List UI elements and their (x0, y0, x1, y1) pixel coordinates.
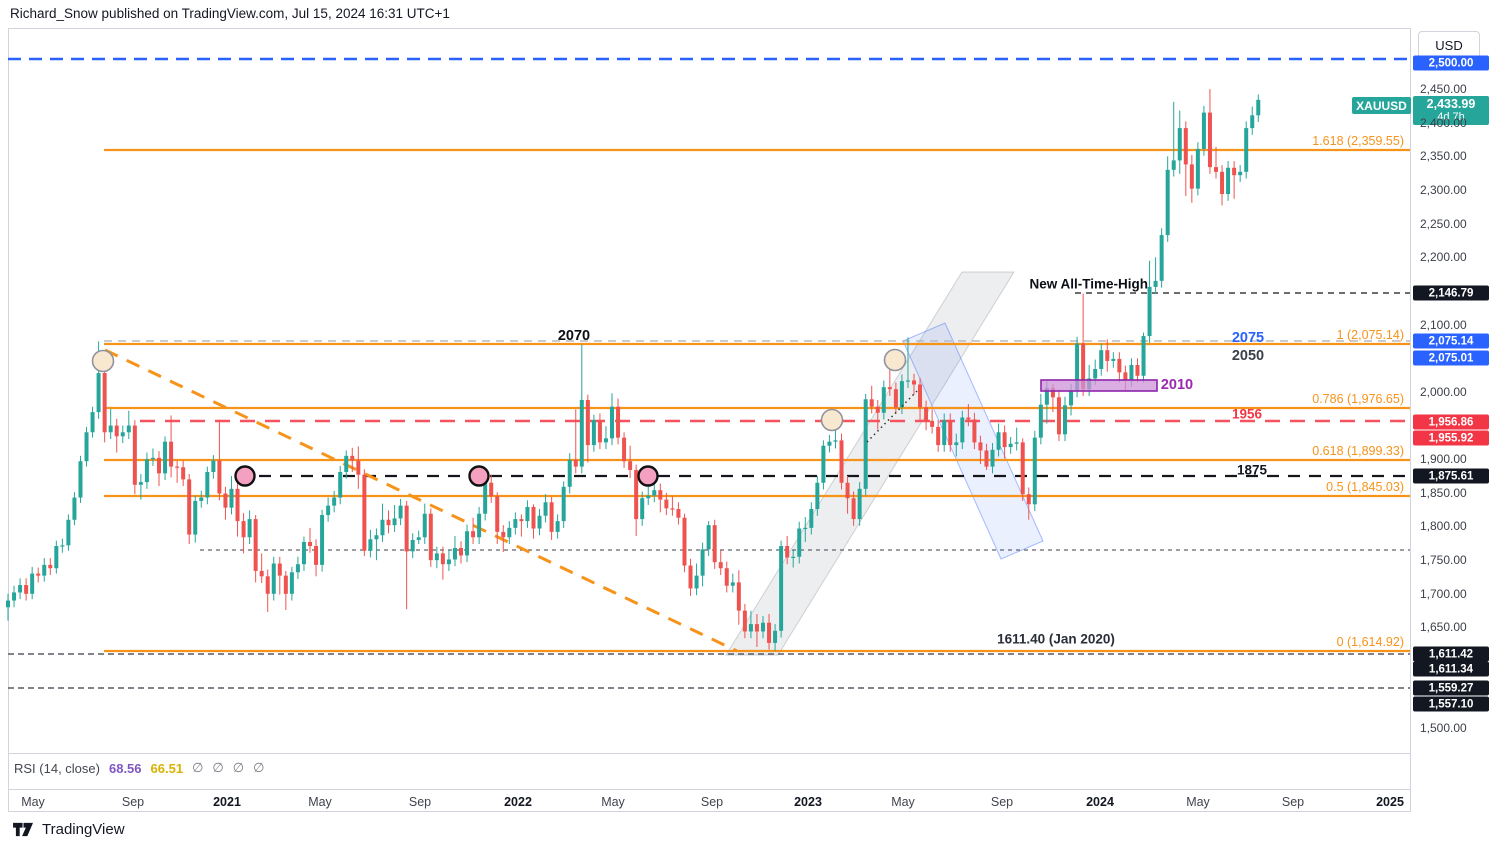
bar-countdown: 4d 7h (1437, 111, 1465, 124)
price-axis-tick: 1,650.00 (1420, 620, 1467, 634)
publish-title: Richard_Snow published on TradingView.co… (10, 6, 450, 21)
price-line-label: 1,559.27 (1413, 680, 1489, 696)
price-axis-tick: 1,900.00 (1420, 452, 1467, 466)
price-line-label: 2,075.01 (1413, 350, 1489, 366)
rsi-empty-icon: ∅ (253, 760, 265, 775)
time-axis-label[interactable]: Sep (1281, 795, 1305, 809)
chart-plot-area[interactable] (8, 28, 1411, 812)
price-axis-tick: 1,500.00 (1420, 721, 1467, 735)
time-axis-label[interactable]: 2024 (1086, 795, 1114, 809)
symbol-tag-text: XAUUSD (1356, 98, 1407, 113)
price-line-label: 1,557.10 (1413, 696, 1489, 712)
price-line-label: 2,146.79 (1413, 285, 1489, 301)
time-axis-label[interactable]: 2022 (504, 795, 532, 809)
rsi-empty-icon: ∅ (232, 760, 245, 775)
time-axis-label[interactable]: May (1186, 795, 1210, 809)
time-axis-label[interactable]: 2023 (794, 795, 822, 809)
rsi-legend: RSI (14, close) 68.56 66.51 ∅ ∅ ∅ ∅ (14, 760, 264, 776)
price-line-label: 2,075.14 (1413, 333, 1489, 349)
currency-unit-button[interactable]: USD (1418, 31, 1480, 59)
fib-level-label: 0.5 (1,845.03) (1326, 479, 1404, 494)
new-all-time-high-label: New All-Time-High (1029, 276, 1148, 292)
time-axis-label[interactable]: Sep (990, 795, 1014, 809)
level-1875-label: 1875 (1236, 462, 1268, 478)
time-axis-label[interactable]: Sep (700, 795, 724, 809)
current-price-value: 2,433.99 (1426, 96, 1476, 111)
time-axis-label[interactable]: Sep (408, 795, 432, 809)
fib-level-label: 0.618 (1,899.33) (1312, 443, 1404, 458)
tradingview-attribution[interactable]: TradingView (12, 820, 125, 839)
price-axis-tick: 1,700.00 (1420, 587, 1467, 601)
price-axis-tick: 1,800.00 (1420, 519, 1467, 533)
time-axis-label[interactable]: 2021 (213, 795, 241, 809)
tradingview-logo-icon (13, 822, 33, 837)
time-axis-label[interactable]: May (891, 795, 915, 809)
time-axis-label[interactable]: May (601, 795, 625, 809)
rsi-empty-icon: ∅ (192, 760, 204, 775)
time-axis-label[interactable]: May (308, 795, 332, 809)
rsi-empty-icon: ∅ (212, 760, 224, 775)
time-axis-label[interactable]: May (21, 795, 45, 809)
price-axis-tick: 2,400.00 (1420, 116, 1467, 130)
price-axis-tick: 1,750.00 (1420, 553, 1467, 567)
rsi-ma-value: 66.51 (150, 760, 184, 776)
level-2050-label: 2050 (1231, 347, 1265, 364)
fib-level-label: 0 (1,614.92) (1336, 634, 1404, 649)
fib-level-label: 1.618 (2,359.55) (1312, 133, 1404, 148)
price-line-label: 1,611.42 (1413, 646, 1489, 662)
time-axis-separator (8, 789, 1411, 790)
symbol-tag: XAUUSD (1352, 97, 1411, 114)
tradingview-logo-text: TradingView (42, 821, 125, 838)
rsi-value: 68.56 (108, 760, 142, 776)
level-1611-label: 1611.40 (Jan 2020) (997, 631, 1115, 647)
price-axis-tick: 2,000.00 (1420, 385, 1467, 399)
price-line-label: 1,875.61 (1413, 468, 1489, 484)
fib-level-label: 1 (2,075.14) (1336, 327, 1404, 342)
fib-level-label: 0.786 (1,976.65) (1312, 391, 1404, 406)
price-axis-tick: 2,250.00 (1420, 217, 1467, 231)
level-2070-label: 2070 (557, 327, 591, 344)
price-line-label: 1,611.34 (1413, 661, 1489, 677)
rsi-indicator-title[interactable]: RSI (14, close) (14, 760, 100, 776)
price-axis-tick: 2,100.00 (1420, 318, 1467, 332)
time-axis-label[interactable]: Sep (121, 795, 145, 809)
price-axis-tick: 2,300.00 (1420, 183, 1467, 197)
price-axis-tick: 2,450.00 (1420, 82, 1467, 96)
publish-header: Richard_Snow published on TradingView.co… (0, 0, 1492, 27)
price-line-label: 1,956.86 (1413, 414, 1489, 430)
price-axis-tick: 1,850.00 (1420, 486, 1467, 500)
price-axis-tick: 2,350.00 (1420, 149, 1467, 163)
level-1956-label: 1956 (1231, 406, 1263, 422)
level-2075-label: 2075 (1231, 329, 1265, 346)
price-line-label: 1,955.92 (1413, 430, 1489, 446)
current-price-label: 2,433.99 4d 7h (1413, 96, 1489, 125)
level-2010-label: 2010 (1160, 376, 1194, 393)
price-axis-tick: 2,200.00 (1420, 250, 1467, 264)
currency-unit-label: USD (1435, 37, 1463, 53)
time-axis-label[interactable]: 2025 (1376, 795, 1404, 809)
price-line-label: 2,500.00 (1413, 55, 1489, 71)
pane-separator[interactable] (8, 753, 1411, 754)
